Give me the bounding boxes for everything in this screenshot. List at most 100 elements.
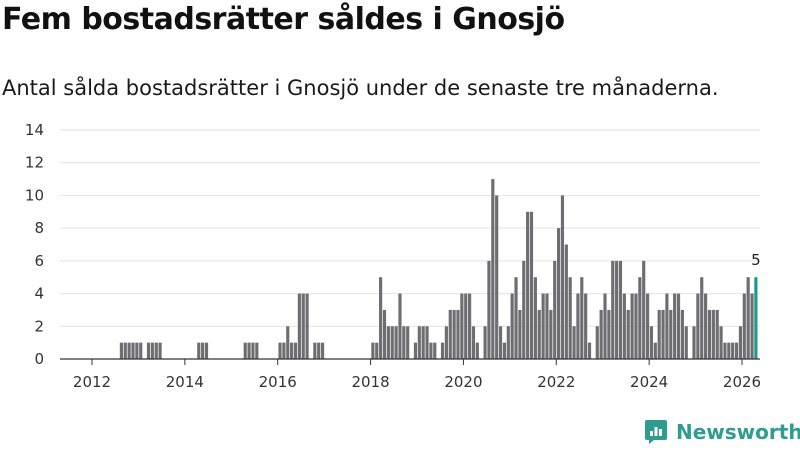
bar bbox=[642, 260, 646, 359]
bar bbox=[247, 342, 251, 359]
bar bbox=[394, 326, 398, 359]
bar bbox=[390, 326, 394, 359]
bar bbox=[460, 293, 464, 359]
x-tick-label: 2020 bbox=[444, 373, 482, 391]
bar bbox=[406, 326, 410, 359]
bar bbox=[448, 309, 452, 359]
bar bbox=[204, 342, 209, 359]
bar bbox=[290, 342, 294, 359]
bar bbox=[626, 309, 630, 359]
bar bbox=[510, 293, 514, 359]
bar bbox=[123, 342, 127, 359]
bar bbox=[243, 342, 247, 359]
bar bbox=[464, 293, 468, 359]
bar bbox=[731, 342, 735, 359]
bar bbox=[452, 309, 456, 359]
bars bbox=[119, 179, 758, 359]
bar bbox=[723, 342, 727, 359]
bar bbox=[522, 260, 526, 359]
y-tick-label: 14 bbox=[25, 121, 44, 139]
bar bbox=[293, 342, 298, 359]
bar bbox=[704, 293, 708, 359]
bar bbox=[317, 342, 321, 359]
bar bbox=[711, 309, 715, 359]
bar bbox=[529, 211, 534, 359]
bar bbox=[502, 342, 507, 359]
bar bbox=[599, 309, 603, 359]
bar bbox=[669, 309, 673, 359]
bar bbox=[305, 293, 309, 359]
bar bbox=[653, 342, 657, 359]
x-axis-ticks: 2012 2014 2016 2018 2020 2022 2024 2026 bbox=[73, 359, 761, 391]
x-tick-label: 2018 bbox=[351, 373, 389, 391]
bar bbox=[719, 326, 723, 359]
bar bbox=[278, 342, 282, 359]
bar bbox=[661, 309, 665, 359]
data-labels: 5 bbox=[751, 251, 761, 269]
newsworthy-logo-icon bbox=[645, 420, 667, 444]
bar bbox=[742, 293, 746, 359]
bar bbox=[607, 309, 611, 359]
bar bbox=[433, 342, 437, 359]
bar bbox=[684, 326, 688, 359]
bar bbox=[696, 293, 700, 359]
bar bbox=[700, 277, 704, 359]
bar bbox=[692, 326, 696, 359]
bar-latest bbox=[754, 277, 758, 359]
bar bbox=[421, 326, 425, 359]
bar bbox=[444, 326, 448, 359]
bar bbox=[676, 293, 681, 359]
bar bbox=[553, 260, 557, 359]
bar bbox=[611, 260, 615, 359]
bar bbox=[158, 342, 162, 359]
x-tick-label: 2022 bbox=[537, 373, 575, 391]
bar bbox=[487, 260, 491, 359]
y-axis-ticks: 0 2 4 6 8 10 12 14 bbox=[25, 121, 44, 368]
bar bbox=[615, 260, 619, 359]
bar bbox=[413, 342, 418, 359]
bar bbox=[301, 293, 305, 359]
gridlines bbox=[60, 129, 760, 327]
bar bbox=[456, 309, 460, 359]
bar bbox=[572, 326, 576, 359]
bar bbox=[514, 277, 518, 359]
chart-title: Fem bostadsrätter såldes i Gnosjö bbox=[2, 2, 565, 37]
y-tick-label: 10 bbox=[25, 186, 44, 204]
bar bbox=[468, 293, 472, 359]
bar bbox=[707, 309, 712, 359]
bar bbox=[398, 293, 402, 359]
bar bbox=[321, 342, 325, 359]
bar bbox=[425, 326, 429, 359]
bar bbox=[638, 277, 642, 359]
x-tick-label: 2014 bbox=[166, 373, 204, 391]
bar bbox=[375, 342, 379, 359]
bar bbox=[603, 293, 607, 359]
bar bbox=[649, 326, 654, 359]
bar bbox=[734, 342, 739, 359]
bar bbox=[146, 342, 151, 359]
bar bbox=[673, 293, 677, 359]
bar bbox=[475, 342, 479, 359]
bar bbox=[429, 342, 433, 359]
bar bbox=[127, 342, 131, 359]
bar bbox=[154, 342, 158, 359]
bar bbox=[371, 342, 375, 359]
bar bbox=[587, 342, 592, 359]
y-tick-label: 8 bbox=[34, 219, 44, 237]
bar bbox=[560, 195, 565, 359]
bar bbox=[286, 326, 290, 359]
bar bbox=[471, 326, 476, 359]
x-tick-label: 2026 bbox=[723, 373, 761, 391]
bar bbox=[506, 326, 510, 359]
bar bbox=[139, 342, 143, 359]
bar bbox=[402, 326, 406, 359]
bar bbox=[131, 342, 135, 359]
bar bbox=[417, 326, 421, 359]
bar bbox=[491, 179, 495, 359]
y-tick-label: 0 bbox=[34, 350, 44, 368]
bar bbox=[557, 228, 561, 359]
bar bbox=[483, 326, 487, 359]
y-tick-label: 6 bbox=[34, 252, 44, 270]
bar bbox=[580, 277, 584, 359]
bar-chart: 0 2 4 6 8 10 12 14 2012 2014 2016 2018 2020 2022 2024… bbox=[25, 121, 761, 391]
